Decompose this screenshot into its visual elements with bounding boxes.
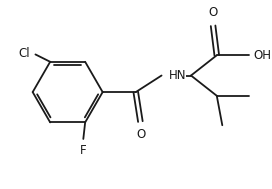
- Text: HN: HN: [169, 69, 186, 82]
- Text: OH: OH: [254, 49, 272, 62]
- Text: O: O: [137, 128, 146, 141]
- Text: F: F: [80, 144, 86, 157]
- Text: O: O: [208, 6, 218, 19]
- Text: Cl: Cl: [18, 47, 30, 60]
